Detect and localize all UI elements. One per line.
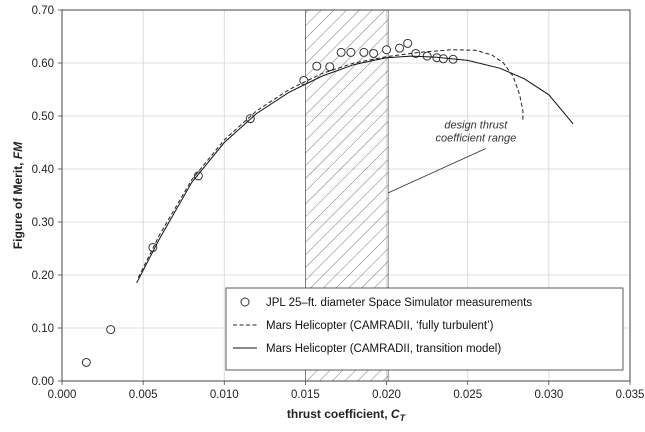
legend-item: Mars Helicopter (CAMRADII, transition mo… [233, 343, 501, 355]
x-tick-label: 0.000 [48, 389, 77, 401]
legend-marker-circle [240, 297, 250, 307]
data-point [312, 61, 322, 71]
data-point [359, 47, 369, 57]
data-point [325, 62, 335, 72]
y-tick-label: 0.10 [32, 323, 54, 335]
legend-item: Mars Helicopter (CAMRADII, ‘fully turbul… [233, 320, 494, 332]
data-point [403, 38, 413, 48]
annotation-pointer [388, 148, 487, 194]
series-measurements [81, 38, 458, 367]
data-point [81, 357, 91, 367]
plot-frame [61, 9, 631, 382]
x-tick-label: 0.005 [129, 389, 158, 401]
x-tick-label: 0.030 [534, 389, 563, 401]
series-line-fully-turbulent [137, 49, 524, 278]
x-tick-label: 0.035 [616, 389, 645, 401]
legend-label: Mars Helicopter (CAMRADII, ‘fully turbul… [266, 320, 494, 332]
axes: 0.000 0.005 0.010 0.015 0.020 0.025 0.030 0.035… [32, 5, 645, 401]
data-point [395, 43, 405, 53]
data-point [336, 47, 346, 57]
legend-label: Mars Helicopter (CAMRADII, transition mo… [266, 343, 501, 355]
y-tick-label: 0.20 [32, 270, 54, 282]
data-point [438, 54, 448, 64]
legend-label: JPL 25–ft. diameter Space Simulator meas… [266, 297, 532, 309]
y-axis-title: Figure of Merit, FM [11, 141, 25, 249]
y-tick-label: 0.00 [32, 376, 54, 388]
y-tick-label: 0.50 [32, 111, 54, 123]
x-tick-label: 0.020 [372, 389, 401, 401]
data-point [369, 48, 379, 58]
series-layer [81, 38, 574, 367]
data-point [193, 171, 203, 181]
y-tick-label: 0.30 [32, 217, 54, 229]
legend-box [225, 287, 624, 371]
y-tick-label: 0.40 [32, 164, 54, 176]
data-point [346, 47, 356, 57]
annotation-line-2: coefficient range [435, 133, 516, 145]
data-point [382, 45, 392, 55]
legend-item: JPL 25–ft. diameter Space Simulator meas… [240, 297, 532, 309]
data-point [106, 325, 116, 335]
design-range-annotation: design thrust coefficient range [388, 120, 516, 194]
x-axis-title: thrust coefficient, CT [287, 407, 407, 423]
x-tick-label: 0.010 [210, 389, 239, 401]
data-point [422, 51, 432, 61]
y-tick-label: 0.70 [32, 5, 54, 17]
y-tick-label: 0.60 [32, 58, 54, 70]
x-tick-label: 0.025 [453, 389, 482, 401]
annotation-line-1: design thrust [444, 120, 508, 132]
series-line-transition-model [136, 55, 574, 284]
legend: JPL 25–ft. diameter Space Simulator meas… [225, 287, 624, 371]
x-tick-label: 0.015 [291, 389, 320, 401]
